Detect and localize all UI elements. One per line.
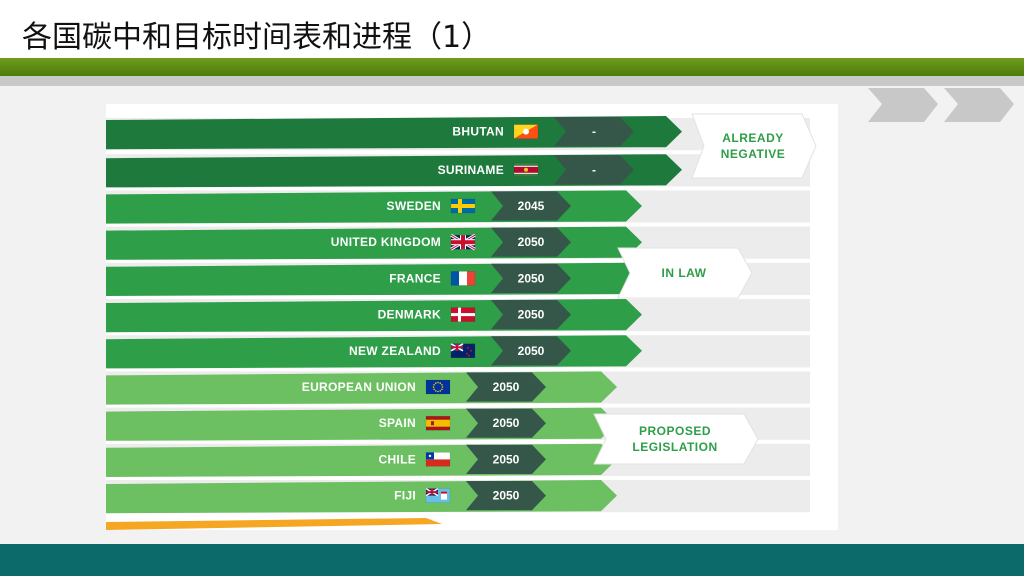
- group-label-in-law: IN LAW: [662, 266, 707, 280]
- eu-flag-icon: [425, 379, 451, 395]
- country-label: FRANCE: [389, 271, 441, 285]
- spain-flag-icon: [425, 415, 451, 431]
- header-gray-band: [0, 76, 1024, 86]
- new-zealand-flag-icon: [450, 343, 476, 359]
- year-label: 2050: [518, 235, 545, 249]
- year-label: 2050: [493, 452, 520, 466]
- status-group-tag: ALREADY NEGATIVE: [691, 113, 817, 179]
- year-box: [554, 155, 634, 185]
- timeline-row: 2045 SWEDEN: [106, 190, 642, 224]
- net-zero-timeline-figure: - BHUTAN - SURINAME 2045 SWEDEN 2050 UNITED KIN…: [106, 104, 838, 530]
- year-label: -: [592, 125, 596, 139]
- country-label: SURINAME: [438, 163, 504, 177]
- group-label-proposed: LEGISLATION: [632, 440, 717, 454]
- year-box: [466, 481, 546, 511]
- year-box: [554, 117, 634, 147]
- chevron-right-icon: [868, 88, 938, 122]
- timeline-row: 2050 FRANCE: [106, 262, 642, 296]
- year-label: 2050: [518, 271, 545, 285]
- country-label: BHUTAN: [452, 125, 504, 139]
- header-green-band: [0, 58, 1024, 76]
- title-bar: 各国碳中和目标时间表和进程（1）: [0, 0, 1024, 58]
- footer-band: [0, 544, 1024, 576]
- year-label: -: [592, 163, 596, 177]
- timeline-row: - SURINAME: [106, 154, 682, 188]
- year-box: [491, 227, 571, 257]
- timeline-row: 2050 DENMARK: [106, 299, 642, 333]
- row-arrow-band: [106, 154, 682, 188]
- denmark-flag-icon: [450, 307, 476, 322]
- year-box: [491, 336, 571, 366]
- year-box: [491, 300, 571, 330]
- year-label: 2050: [493, 416, 520, 430]
- fiji-flag-icon: [425, 487, 451, 503]
- timeline-row: 2050 UNITED KINGDOM: [106, 226, 642, 260]
- group-label-already-negative: NEGATIVE: [721, 147, 785, 161]
- chile-flag-icon: [425, 452, 451, 467]
- timeline-row: - BHUTAN: [106, 116, 682, 150]
- timeline-row: 2050 EUROPEAN UNION: [106, 371, 617, 405]
- year-label: 2050: [518, 344, 545, 358]
- next-row-band: [106, 518, 442, 530]
- timeline-row: 2050 CHILE: [106, 443, 617, 477]
- year-box: [466, 408, 546, 438]
- year-label: 2045: [518, 199, 545, 213]
- chevron-right-icon: [944, 88, 1014, 122]
- status-group-tag: IN LAW: [617, 247, 753, 299]
- suriname-flag-icon: [513, 162, 539, 178]
- country-label: CHILE: [379, 452, 417, 466]
- year-box: [491, 191, 571, 221]
- group-tag-shape: [593, 413, 759, 465]
- country-label: SWEDEN: [387, 199, 441, 213]
- group-tag-shape: [691, 113, 817, 179]
- year-box: [491, 263, 571, 293]
- year-label: 2050: [493, 380, 520, 394]
- timeline-row: 2050 SPAIN: [106, 407, 617, 441]
- bhutan-flag-icon: [513, 124, 539, 139]
- timeline-row: 2050 NEW ZEALAND: [106, 335, 642, 369]
- group-label-proposed: PROPOSED: [639, 424, 711, 438]
- uk-flag-icon: [450, 233, 476, 251]
- country-label: DENMARK: [378, 308, 441, 322]
- year-label: 2050: [518, 308, 545, 322]
- timeline-row: 2050 FIJI: [106, 480, 617, 514]
- group-tag-shape: [617, 247, 753, 299]
- france-flag-icon: [450, 271, 476, 286]
- country-label: NEW ZEALAND: [349, 344, 441, 358]
- country-label: SPAIN: [379, 416, 416, 430]
- group-label-already-negative: ALREADY: [722, 131, 784, 145]
- country-label: UNITED KINGDOM: [331, 235, 441, 249]
- country-label: FIJI: [394, 489, 416, 503]
- row-arrow-band: [106, 116, 682, 150]
- sweden-flag-icon: [450, 198, 476, 214]
- chevron-arrows-icon: [868, 88, 1014, 122]
- year-label: 2050: [493, 489, 520, 503]
- slide-title: 各国碳中和目标时间表和进程（1）: [22, 20, 492, 55]
- status-group-tag: PROPOSED LEGISLATION: [593, 413, 759, 465]
- country-label: EUROPEAN UNION: [302, 380, 416, 394]
- year-box: [466, 372, 546, 402]
- net-zero-timeline-graphic: - BHUTAN - SURINAME 2045 SWEDEN 2050 UNITED KIN…: [106, 113, 817, 530]
- year-box: [466, 444, 546, 474]
